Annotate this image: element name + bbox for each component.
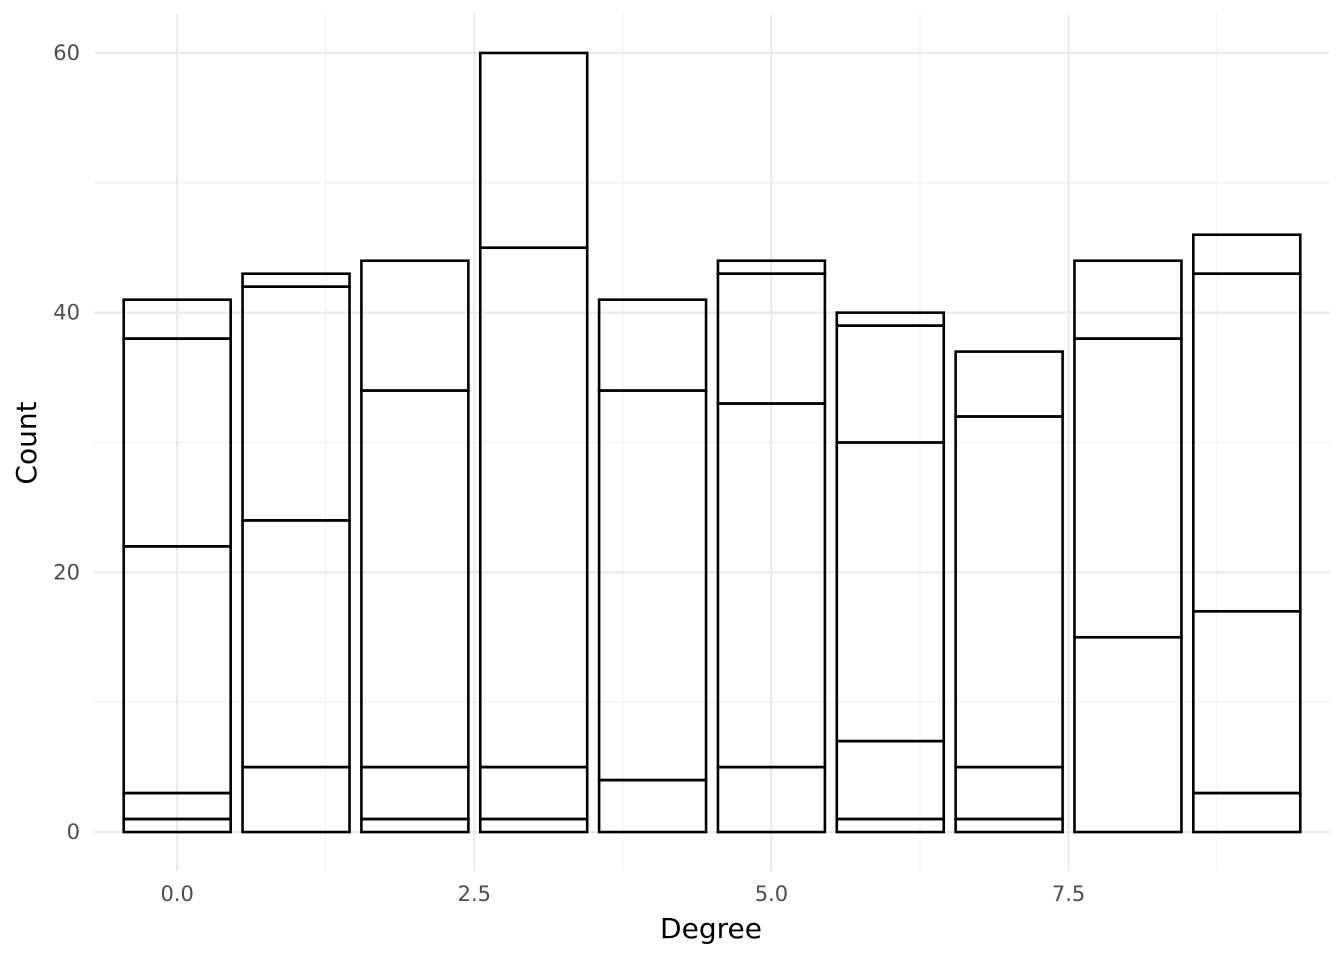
bar-segment [835, 739, 946, 821]
bar-stack [954, 350, 1064, 834]
x-tick-label: 0.0 [160, 882, 193, 906]
x-tick-label: 2.5 [458, 882, 491, 906]
y-tick-label: 60 [53, 41, 80, 65]
y-axis-title: Count [10, 401, 43, 484]
bar-segment [835, 311, 946, 327]
x-tick-label: 7.5 [1052, 882, 1085, 906]
bar-stack [241, 272, 351, 834]
bar-segment [597, 389, 708, 782]
bar-segment [241, 519, 351, 769]
bar-stack [122, 298, 232, 834]
bar-segment [1073, 635, 1183, 834]
bar-segment [1073, 259, 1183, 340]
bar-segment [360, 817, 470, 834]
bar-segment [241, 765, 351, 834]
bar-segment [835, 324, 946, 444]
bar-segment [122, 298, 232, 340]
bar-segment [478, 765, 589, 821]
bar-segment [716, 259, 827, 275]
bar-stack [1073, 259, 1183, 834]
bar-segment [835, 441, 946, 743]
bar-segment [954, 415, 1064, 769]
bar-segment [241, 272, 351, 288]
x-axis-title: Degree [660, 912, 762, 945]
bar-segment [478, 246, 589, 769]
bar-stack [597, 298, 708, 834]
bar-segment [360, 389, 470, 769]
bar-segment [360, 259, 470, 392]
bar-segment [478, 51, 589, 250]
bar-segment [835, 817, 946, 834]
bar-segment [597, 778, 708, 834]
y-tick-label: 40 [53, 301, 80, 325]
bar-stack [360, 259, 470, 834]
gridlines [94, 14, 1330, 871]
bar-segment [1192, 233, 1302, 275]
y-tick-label: 20 [53, 560, 80, 584]
bar-stack [716, 259, 827, 834]
x-axis-tick-labels: 0.0 2.5 5.0 7.5 [160, 882, 1085, 906]
bar-segment [1192, 791, 1302, 834]
y-tick-label: 0 [67, 820, 80, 844]
y-axis-tick-labels: 0 20 40 60 [53, 41, 80, 844]
bar-segment [597, 298, 708, 392]
bar-segment [954, 350, 1064, 418]
bars [122, 51, 1302, 834]
bar-segment [360, 765, 470, 821]
bar-stack [478, 51, 589, 834]
bar-segment [954, 765, 1064, 821]
bar-stack [835, 311, 946, 834]
bar-segment [954, 817, 1064, 834]
bar-segment [1073, 337, 1183, 639]
bar-segment [478, 817, 589, 834]
bar-stack [1192, 233, 1302, 834]
x-tick-label: 5.0 [755, 882, 788, 906]
bar-segment [241, 285, 351, 522]
